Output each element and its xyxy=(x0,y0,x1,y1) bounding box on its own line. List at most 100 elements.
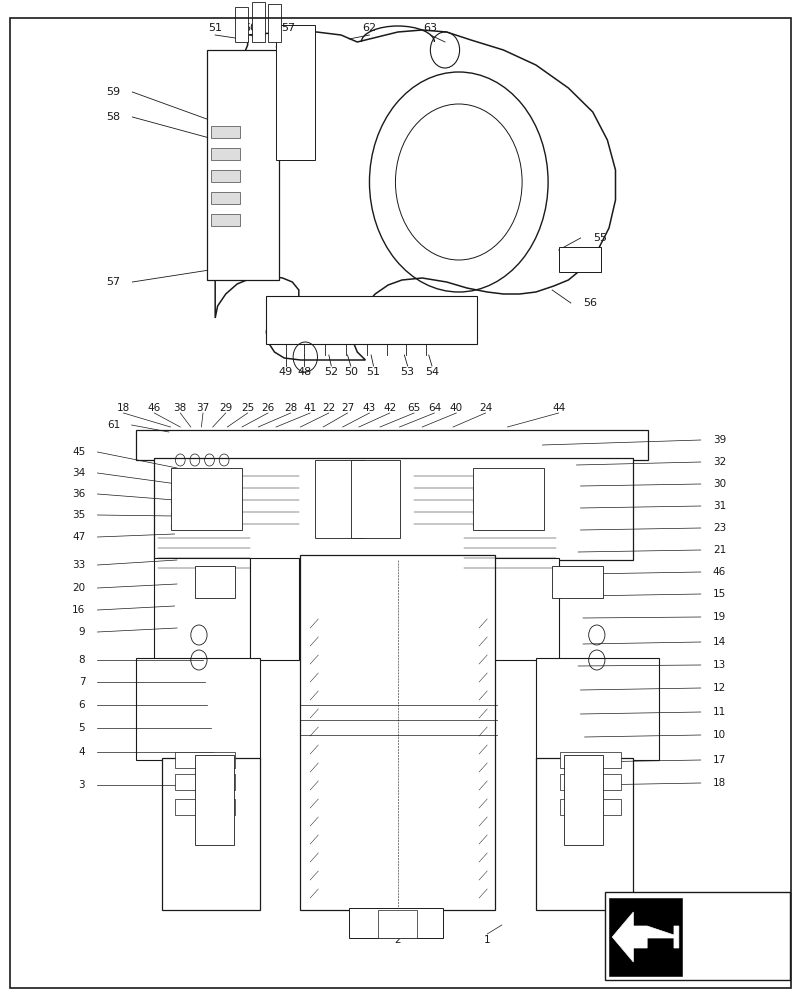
Bar xyxy=(162,758,260,910)
Bar xyxy=(315,460,363,538)
Text: 33: 33 xyxy=(72,560,85,570)
Text: 26: 26 xyxy=(261,403,274,413)
Text: 62: 62 xyxy=(362,23,376,33)
Text: 17: 17 xyxy=(712,755,725,765)
Bar xyxy=(560,752,620,768)
Text: 50: 50 xyxy=(343,367,358,377)
Text: 44: 44 xyxy=(551,403,564,413)
Text: 29: 29 xyxy=(219,403,232,413)
Text: 49: 49 xyxy=(278,367,293,377)
Bar xyxy=(558,247,600,272)
Bar xyxy=(154,458,633,560)
Text: 60: 60 xyxy=(242,23,257,33)
Text: 11: 11 xyxy=(712,707,725,717)
Text: 14: 14 xyxy=(712,637,725,647)
Polygon shape xyxy=(611,912,678,962)
Text: 27: 27 xyxy=(341,403,354,413)
Text: 24: 24 xyxy=(478,403,491,413)
Text: 46: 46 xyxy=(712,567,725,577)
Text: 52: 52 xyxy=(324,367,338,377)
Bar xyxy=(174,799,235,815)
Bar xyxy=(350,460,399,538)
Text: 55: 55 xyxy=(592,233,606,243)
Bar xyxy=(154,558,250,660)
Text: 21: 21 xyxy=(712,545,725,555)
Bar xyxy=(551,566,602,598)
Text: 22: 22 xyxy=(322,403,335,413)
Bar xyxy=(378,910,417,938)
Text: 51: 51 xyxy=(208,23,222,33)
Text: 45: 45 xyxy=(72,447,85,457)
Bar xyxy=(195,755,234,845)
Bar xyxy=(349,908,442,938)
Polygon shape xyxy=(215,30,615,360)
Text: 64: 64 xyxy=(427,403,440,413)
Text: 3: 3 xyxy=(79,780,85,790)
Text: 38: 38 xyxy=(174,403,187,413)
Bar xyxy=(136,658,260,760)
Text: 15: 15 xyxy=(712,589,725,599)
Text: 4: 4 xyxy=(79,747,85,757)
Bar xyxy=(462,558,558,660)
Text: 58: 58 xyxy=(106,112,120,122)
Text: 37: 37 xyxy=(196,403,209,413)
Text: 56: 56 xyxy=(582,298,596,308)
Text: 30: 30 xyxy=(712,479,725,489)
Bar xyxy=(250,558,298,660)
Text: 9: 9 xyxy=(79,627,85,637)
Text: 42: 42 xyxy=(383,403,396,413)
Text: 1: 1 xyxy=(483,935,490,945)
Bar xyxy=(472,468,543,530)
Text: 19: 19 xyxy=(712,612,725,622)
Text: 28: 28 xyxy=(284,403,297,413)
Text: 40: 40 xyxy=(449,403,462,413)
Text: 16: 16 xyxy=(72,605,85,615)
Text: 63: 63 xyxy=(423,23,437,33)
Bar xyxy=(535,658,659,760)
Bar xyxy=(300,555,495,910)
Bar xyxy=(560,774,620,790)
Bar xyxy=(211,148,239,160)
Bar xyxy=(268,4,281,42)
Bar xyxy=(211,170,239,182)
Text: 23: 23 xyxy=(712,523,725,533)
Text: 59: 59 xyxy=(106,87,120,97)
Text: 6: 6 xyxy=(79,700,85,710)
Bar xyxy=(608,898,681,976)
Text: 46: 46 xyxy=(148,403,161,413)
Text: 35: 35 xyxy=(72,510,85,520)
Bar xyxy=(604,892,789,980)
Bar xyxy=(251,2,264,42)
Bar xyxy=(560,799,620,815)
Text: 32: 32 xyxy=(712,457,725,467)
Text: 41: 41 xyxy=(303,403,316,413)
Bar xyxy=(170,468,242,530)
Text: 61: 61 xyxy=(107,420,120,430)
Text: 2: 2 xyxy=(394,935,401,945)
Text: 54: 54 xyxy=(424,367,439,377)
Text: 20: 20 xyxy=(72,583,85,593)
Text: 12: 12 xyxy=(712,683,725,693)
Text: 18: 18 xyxy=(117,403,130,413)
Text: 13: 13 xyxy=(712,660,725,670)
Text: 31: 31 xyxy=(712,501,725,511)
Text: 5: 5 xyxy=(79,723,85,733)
Bar xyxy=(174,774,235,790)
Bar xyxy=(564,755,603,845)
Text: 43: 43 xyxy=(363,403,375,413)
Text: DC03H046: DC03H046 xyxy=(695,936,744,944)
Text: 57: 57 xyxy=(106,277,120,287)
Text: 57: 57 xyxy=(281,23,295,33)
Text: 39: 39 xyxy=(712,435,725,445)
Bar xyxy=(235,7,248,42)
Bar xyxy=(207,50,278,280)
Text: 34: 34 xyxy=(72,468,85,478)
Text: 65: 65 xyxy=(407,403,420,413)
Text: 25: 25 xyxy=(241,403,254,413)
Text: 51: 51 xyxy=(366,367,380,377)
Text: 7: 7 xyxy=(79,677,85,687)
Text: 10: 10 xyxy=(712,730,725,740)
Text: 36: 36 xyxy=(72,489,85,499)
Bar xyxy=(414,558,464,660)
Text: 47: 47 xyxy=(72,532,85,542)
